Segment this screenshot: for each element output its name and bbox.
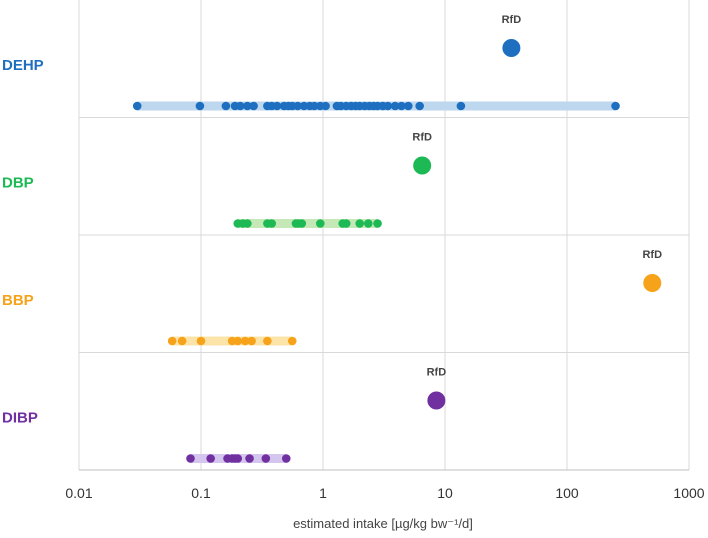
data-point xyxy=(132,101,142,111)
data-point xyxy=(341,219,351,228)
data-point xyxy=(243,219,252,228)
data-point xyxy=(315,219,325,228)
data-point xyxy=(233,336,243,346)
data-point xyxy=(363,219,373,228)
x-axis-label: estimated intake [µg/kg bw⁻¹/d] xyxy=(293,516,473,531)
data-point xyxy=(243,101,252,111)
series-bbp: BBP RfD xyxy=(2,249,662,346)
data-point xyxy=(310,101,319,111)
data-point xyxy=(415,101,424,111)
category-label: DIBP xyxy=(2,410,38,427)
rfd-marker xyxy=(427,391,446,410)
data-point xyxy=(263,336,272,346)
rfd-marker xyxy=(413,156,432,175)
data-point xyxy=(245,454,254,463)
category-label: DBP xyxy=(2,175,34,192)
rfd-marker xyxy=(502,39,521,57)
data-point xyxy=(390,101,400,111)
data-point xyxy=(293,101,302,111)
x-tick-label: 0.01 xyxy=(65,485,92,501)
data-point xyxy=(221,101,231,111)
category-bands: DEHP RfD DBP RfD BBP RfD DIBP RfD xyxy=(2,14,662,463)
data-point xyxy=(236,101,245,111)
data-point xyxy=(261,454,271,463)
category-label: DEHP xyxy=(2,57,44,74)
data-point xyxy=(611,101,620,111)
data-point xyxy=(177,336,187,346)
data-point xyxy=(355,219,365,228)
x-tick-label: 1 xyxy=(319,485,327,501)
data-point xyxy=(195,101,205,111)
rfd-label: RfD xyxy=(412,132,432,144)
data-point xyxy=(267,219,277,228)
data-point xyxy=(196,336,206,346)
x-tick-label: 100 xyxy=(555,485,579,501)
data-point xyxy=(206,454,215,463)
data-point xyxy=(383,101,393,111)
x-axis-ticks: 0.01 0.1 1 10 100 1000 xyxy=(65,485,704,501)
data-point xyxy=(403,101,413,111)
category-label: BBP xyxy=(2,292,34,309)
rfd-label: RfD xyxy=(642,249,662,261)
data-point xyxy=(240,336,250,346)
data-point xyxy=(373,219,382,228)
data-point xyxy=(272,101,282,111)
x-tick-label: 1000 xyxy=(673,485,704,501)
x-tick-label: 0.1 xyxy=(191,485,211,501)
rfd-label: RfD xyxy=(502,14,522,26)
x-tick-label: 10 xyxy=(437,485,453,501)
data-point xyxy=(287,336,297,346)
data-point xyxy=(167,336,177,346)
grid xyxy=(78,0,690,471)
series-dbp: DBP RfD xyxy=(2,132,432,228)
rfd-label: RfD xyxy=(427,367,447,379)
rfd-marker xyxy=(643,274,662,292)
series-dehp: DEHP RfD xyxy=(2,14,620,111)
data-point xyxy=(233,454,243,463)
data-point xyxy=(247,336,256,346)
data-point xyxy=(186,454,195,463)
data-point xyxy=(397,101,406,111)
data-point xyxy=(456,101,466,111)
series-dibp: DIBP RfD xyxy=(2,367,446,463)
data-point xyxy=(321,101,330,111)
data-point xyxy=(281,454,291,463)
data-point xyxy=(249,101,258,111)
data-point xyxy=(297,219,307,228)
